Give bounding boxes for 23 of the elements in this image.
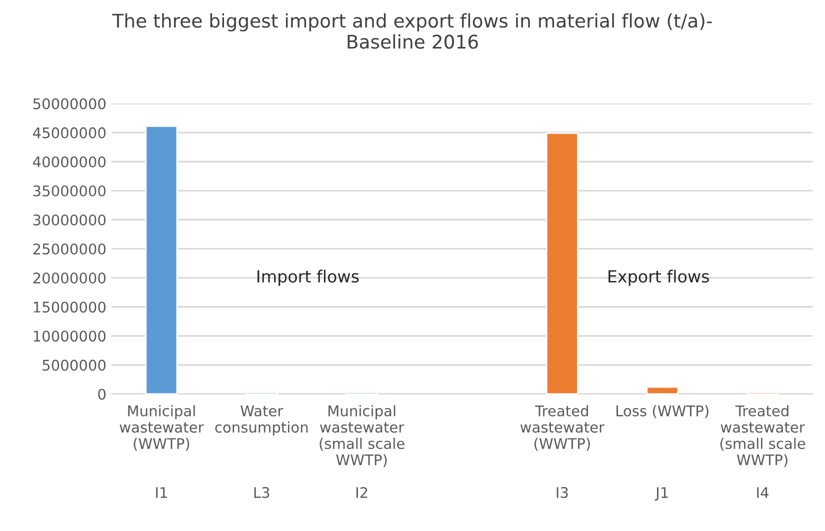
y-tick-label: 45000000 bbox=[33, 127, 106, 138]
category-label: Treated wastewater (small scale WWTP) I4 bbox=[720, 405, 806, 498]
y-tick-label: 30000000 bbox=[33, 214, 106, 226]
category-label: Loss (WWTP) J1 bbox=[616, 405, 708, 501]
annotation: Export flows bbox=[608, 270, 709, 286]
category-label: Treated wastewater (WWTP) I3 bbox=[520, 405, 605, 498]
y-tick-label: 15000000 bbox=[34, 302, 106, 313]
bar bbox=[646, 386, 679, 395]
annotation: Import flows bbox=[258, 270, 359, 286]
y-tick-label: 25000000 bbox=[33, 243, 106, 255]
bar bbox=[546, 132, 578, 395]
category-label: Water consumption L3 bbox=[215, 406, 308, 498]
y-tick-label: 5000000 bbox=[42, 360, 106, 371]
y-tick-label: 35000000 bbox=[33, 185, 106, 196]
bar bbox=[145, 126, 178, 395]
category-label: Municipal wastewater (small scale WWTP) I2 bbox=[320, 405, 404, 498]
y-tick-label: 10000000 bbox=[34, 330, 106, 342]
y-tick-label: 20000000 bbox=[33, 272, 106, 284]
y-tick-label: 50000000 bbox=[33, 98, 106, 110]
y-tick-label: 0 bbox=[98, 388, 106, 400]
chart-title: The three biggest import and export flows in material flow (t/a)- Baseline 2016 bbox=[112, 13, 712, 49]
y-tick-label: 40000000 bbox=[33, 156, 106, 168]
category-label: Municipal wastewater (WWTP) I1 bbox=[120, 405, 204, 498]
